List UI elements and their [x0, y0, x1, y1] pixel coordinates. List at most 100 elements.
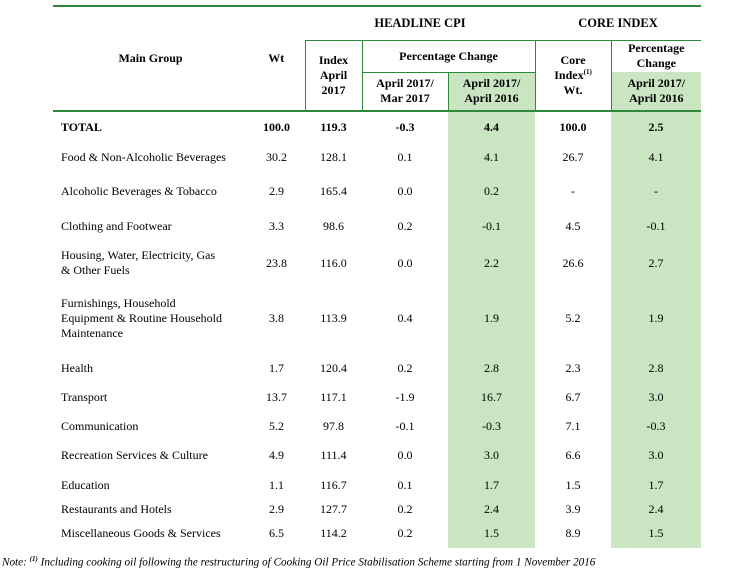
- cell-mom-change: 0.2: [397, 219, 413, 233]
- main-group-line: Food & Non-Alcoholic Beverages: [61, 150, 226, 164]
- main-group-line: TOTAL: [61, 119, 102, 134]
- cell-core-yoy-change: -: [611, 173, 702, 210]
- cell-index: 111.4: [320, 448, 347, 462]
- cell-core-wt: -: [571, 184, 576, 198]
- main-group-line: Education: [61, 477, 110, 492]
- cell-main-group: Food & Non-Alcoholic Beverages: [53, 142, 248, 173]
- cell-core-wt: 100.0: [559, 119, 587, 134]
- cell-core-wt: 26.6: [562, 255, 584, 270]
- cell-yoy-change: 4.1: [448, 142, 536, 173]
- cell-yoy-change: 4.4: [448, 111, 536, 142]
- cell-core-wt: 1.5: [565, 477, 581, 492]
- header-core-apr-apr: April 2017/ April 2016: [610, 72, 702, 112]
- table-row: Communication 5.2 97.8 -0.1 -0.3 7.1 -0.3: [53, 412, 702, 441]
- cell-main-group: Furnishings, Household Equipment & Routin…: [53, 283, 248, 353]
- cell-wt: 3.3: [269, 219, 284, 233]
- cell-core-wt: 2.3: [565, 360, 581, 375]
- cell-core-wt: 5.2: [565, 310, 581, 325]
- header-core-line2-text: Index: [554, 67, 584, 82]
- cell-core-yoy-change: 3.0: [611, 441, 702, 470]
- cell-core-wt: 6.6: [565, 448, 581, 462]
- cell-core-yoy-change: 1.7: [611, 470, 702, 500]
- cell-main-group: Miscellaneous Goods & Services: [53, 519, 248, 548]
- cell-core-yoy-change: 2.5: [611, 111, 702, 142]
- main-group-line: Recreation Services & Culture: [61, 448, 208, 462]
- cell-mom-change: 0.0: [397, 448, 413, 462]
- header-apr-mar-line2: Mar 2017: [380, 91, 430, 106]
- cell-mom-change: 0.1: [397, 477, 413, 492]
- table-row: Recreation Services & Culture 4.9 111.4 0.0…: [53, 441, 702, 470]
- main-group-line: Housing, Water, Electricity, Gas: [61, 248, 216, 262]
- cell-wt: 30.2: [266, 150, 287, 164]
- main-group-line: Alcoholic Beverages & Tobacco: [61, 184, 217, 198]
- table-row: Miscellaneous Goods & Services 6.5 114.2 0.…: [53, 519, 702, 548]
- cell-wt: 2.9: [269, 502, 284, 516]
- cell-yoy-change: 3.0: [448, 441, 536, 470]
- cell-core-yoy-change: 2.4: [611, 500, 702, 519]
- cell-yoy-change: 16.7: [448, 383, 536, 412]
- cell-core-wt: 26.7: [562, 150, 584, 164]
- cell-mom-change: 0.2: [397, 502, 413, 516]
- cell-wt: 2.9: [269, 184, 284, 198]
- header-apr-apr: April 2017/ April 2016: [447, 72, 536, 112]
- header-index-april-2017: Index April 2017: [304, 40, 362, 112]
- main-group-line: Furnishings, Household: [61, 295, 176, 310]
- cell-wt: 23.8: [266, 255, 287, 270]
- cell-main-group: Transport: [53, 383, 248, 412]
- header-core-apr-line2: April 2016: [629, 91, 684, 105]
- cell-wt: 6.5: [269, 526, 284, 540]
- cell-index: 127.7: [320, 502, 347, 516]
- main-group-line: Equipment & Routine Household: [61, 310, 222, 325]
- header-index-line3: 2017: [321, 82, 346, 97]
- header-apr-mar: April 2017/ Mar 2017: [361, 72, 448, 112]
- header-headline-cpi: HEADLINE CPI: [305, 5, 536, 41]
- cell-wt: 100.0: [263, 119, 290, 134]
- cell-core-yoy-change: 4.1: [611, 142, 702, 173]
- header-index-line2: April: [319, 67, 348, 82]
- cell-yoy-change: 0.2: [448, 173, 536, 210]
- cell-main-group: Recreation Services & Culture: [53, 441, 248, 470]
- table-row: Housing, Water, Electricity, Gas & Other …: [53, 243, 702, 283]
- header-index-line1: Index: [318, 52, 349, 67]
- cell-main-group: Health: [53, 353, 248, 383]
- cell-index: 116.7: [320, 477, 347, 492]
- cell-core-yoy-change: 2.8: [611, 353, 702, 383]
- main-group-line: Health: [61, 360, 93, 375]
- table-row: TOTAL 100.0 119.3 -0.3 4.4 100.0 2.5: [53, 111, 702, 142]
- table-row: Restaurants and Hotels 2.9 127.7 0.2 2.4 3.9 2…: [53, 500, 702, 519]
- main-group-line: Maintenance: [61, 325, 123, 340]
- cell-yoy-change: 1.7: [448, 470, 536, 500]
- main-group-line: Transport: [61, 390, 108, 404]
- cell-index: 97.8: [323, 419, 344, 433]
- header-apr-mar-line1: April 2017/: [376, 76, 434, 91]
- cpi-table-container: Main Group Wt HEADLINE CPI CORE INDEX In…: [53, 5, 702, 548]
- cell-main-group: Education: [53, 470, 248, 500]
- cell-core-wt: 4.5: [565, 219, 581, 233]
- header-core-apr-line1: April 2017/: [627, 76, 686, 90]
- cell-mom-change: -1.9: [395, 390, 415, 404]
- main-group-line: Communication: [61, 419, 139, 433]
- cell-yoy-change: 1.5: [448, 519, 536, 548]
- table-row: Clothing and Footwear 3.3 98.6 0.2 -0.1 4.5 -0…: [53, 210, 702, 243]
- cell-index: 119.3: [320, 119, 347, 134]
- cell-wt: 5.2: [269, 419, 284, 433]
- header-core-line1: Core: [560, 52, 586, 67]
- header-core-line2: Index(1): [536, 68, 611, 83]
- cell-index: 116.0: [320, 255, 347, 270]
- cell-mom-change: 0.2: [397, 526, 413, 540]
- main-group-line: Restaurants and Hotels: [61, 502, 172, 516]
- cell-mom-change: 0.4: [397, 310, 413, 325]
- footnote-marker: (1): [29, 555, 38, 563]
- cell-mom-change: 0.0: [397, 255, 413, 270]
- cell-main-group: Restaurants and Hotels: [53, 500, 248, 519]
- cell-core-yoy-change: 3.0: [611, 383, 702, 412]
- cell-main-group: Alcoholic Beverages & Tobacco: [53, 173, 248, 210]
- cell-core-wt: 6.7: [565, 390, 581, 404]
- cell-core-yoy-change: -0.1: [611, 210, 702, 243]
- table-row: Furnishings, Household Equipment & Routin…: [53, 283, 702, 353]
- cell-core-wt: 3.9: [565, 502, 581, 516]
- header-percentage-change: Percentage Change: [361, 40, 536, 73]
- header-core-index-wt: Core Index(1) Wt.: [534, 40, 612, 112]
- cell-main-group: Clothing and Footwear: [53, 210, 248, 243]
- cell-core-yoy-change: 2.7: [611, 243, 702, 283]
